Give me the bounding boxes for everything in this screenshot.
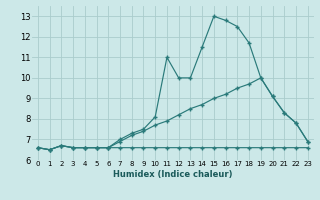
X-axis label: Humidex (Indice chaleur): Humidex (Indice chaleur) xyxy=(113,170,233,179)
